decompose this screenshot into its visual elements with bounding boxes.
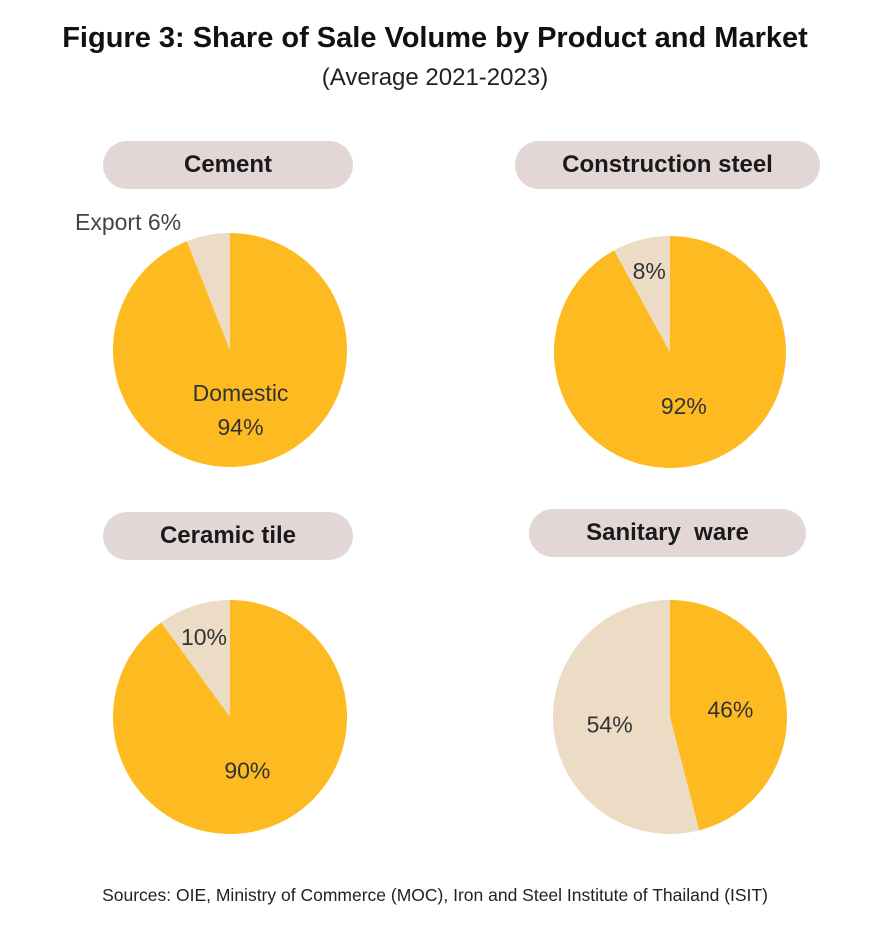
construction-steel-domestic-pct-label: 92% xyxy=(661,393,707,419)
chart-title: Figure 3: Share of Sale Volume by Produc… xyxy=(62,22,808,54)
cement-export-slice xyxy=(186,233,230,350)
sanitary-ware-domestic-pct-label: 46% xyxy=(707,696,753,722)
construction-steel-export-slice xyxy=(614,236,670,352)
sources-note: Sources: OIE, Ministry of Commerce (MOC)… xyxy=(102,885,768,905)
ceramic-tile-export-pct-label: 10% xyxy=(181,624,227,650)
cement-domestic-pct-label: 94% xyxy=(217,414,263,440)
construction-steel-title: Construction steel xyxy=(562,151,773,178)
ceramic-tile-domestic-slice xyxy=(113,600,348,834)
sanitary-ware-export-pct-label: 54% xyxy=(587,712,633,738)
construction-steel-export-pct-label: 8% xyxy=(633,258,666,284)
sanitary-ware-export-slice xyxy=(553,600,700,834)
ceramic-tile-domestic-pct-label: 90% xyxy=(224,757,270,783)
sanitary-ware-title-pill: Sanitary ware xyxy=(529,509,806,557)
sanitary-ware-domestic-slice xyxy=(670,600,788,831)
cement-title: Cement xyxy=(183,151,273,178)
cement-export-label: Export 6% xyxy=(75,209,182,235)
cement-domestic-name-label: Domestic xyxy=(193,380,289,406)
ceramic-tile-title: Ceramic tile xyxy=(159,522,297,549)
chart-subtitle: (Average 2021-2023) xyxy=(321,64,549,91)
cement-title-pill: Cement xyxy=(103,141,353,189)
sanitary-ware-title: Sanitary ware xyxy=(586,519,749,546)
construction-steel-title-pill: Construction steel xyxy=(515,141,820,189)
cement-domestic-slice xyxy=(113,233,348,467)
ceramic-tile-export-slice xyxy=(161,599,230,717)
ceramic-tile-title-pill: Ceramic tile xyxy=(103,512,353,560)
